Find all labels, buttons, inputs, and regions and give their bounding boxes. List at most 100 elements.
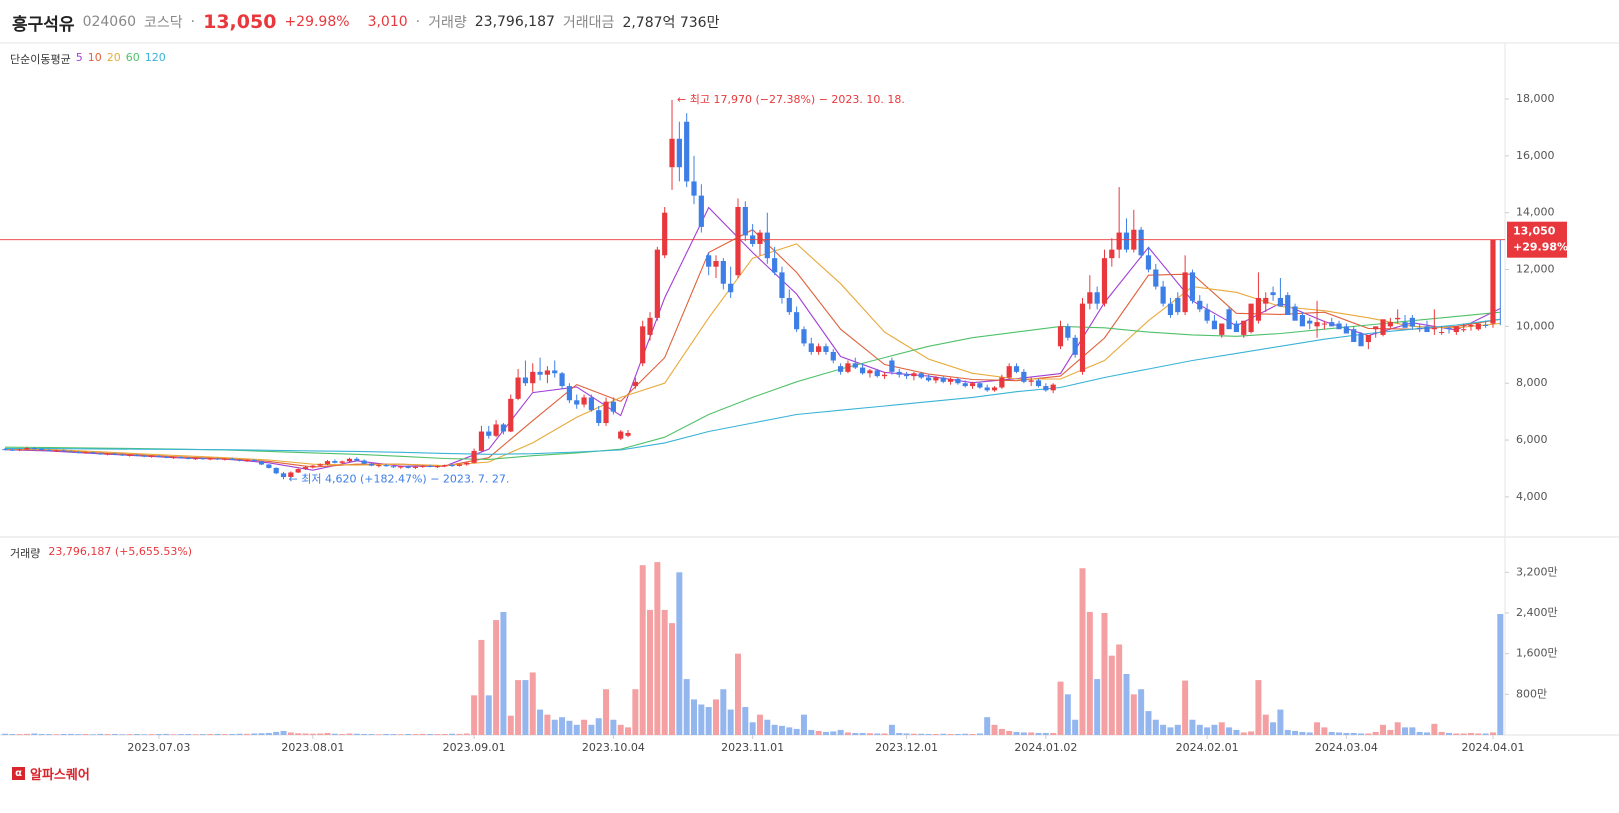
volume-bar bbox=[551, 719, 558, 735]
volume-bar bbox=[31, 733, 38, 735]
volume-bar bbox=[698, 704, 705, 735]
candle-body bbox=[1072, 337, 1078, 355]
candle-body bbox=[1321, 323, 1327, 325]
volume-bar bbox=[1482, 733, 1489, 735]
candle-body bbox=[596, 410, 602, 424]
candle-body bbox=[1050, 384, 1056, 391]
candle-body bbox=[991, 387, 998, 391]
candle-body bbox=[889, 360, 895, 372]
volume-bar bbox=[808, 729, 815, 735]
volume-y-tick-label: 800만 bbox=[1516, 687, 1547, 700]
volume-bar bbox=[771, 724, 778, 735]
volume-bar bbox=[148, 734, 155, 735]
volume-bar bbox=[412, 734, 419, 735]
volume-bar bbox=[141, 734, 148, 735]
volume-bar bbox=[126, 734, 133, 735]
y-tick-label: 10,000 bbox=[1516, 319, 1555, 332]
volume-bar bbox=[339, 733, 346, 735]
candle-body bbox=[1358, 333, 1364, 347]
candle-body bbox=[390, 466, 397, 468]
candle-body bbox=[9, 449, 15, 451]
volume-bar bbox=[742, 707, 749, 735]
volume-bar bbox=[969, 733, 976, 735]
volume-bar bbox=[346, 733, 353, 735]
candle-body bbox=[1189, 272, 1196, 301]
candle-body bbox=[61, 450, 67, 452]
volume-bar bbox=[53, 734, 60, 735]
volume-bar bbox=[456, 733, 463, 735]
volume-bar bbox=[1006, 730, 1013, 735]
volume-bar bbox=[669, 623, 676, 735]
candle-body bbox=[354, 458, 360, 461]
volume-bar bbox=[1402, 727, 1409, 735]
volume-bar bbox=[998, 728, 1005, 735]
volume-bar bbox=[1299, 731, 1306, 735]
change-pct: +29.98% bbox=[284, 14, 350, 30]
candle-body bbox=[1013, 366, 1020, 372]
candle-body bbox=[1043, 386, 1049, 391]
volume-bar bbox=[676, 572, 683, 735]
candle-body bbox=[1299, 315, 1305, 327]
volume-bar bbox=[38, 733, 45, 735]
volume-bar bbox=[1174, 724, 1181, 735]
candle-body bbox=[449, 465, 455, 467]
volume-bar bbox=[1233, 729, 1240, 735]
candle-body bbox=[97, 453, 103, 455]
volume-bar bbox=[683, 679, 690, 735]
volume-bar bbox=[133, 733, 140, 735]
volume-bar bbox=[1445, 732, 1452, 735]
candle-body bbox=[156, 455, 162, 457]
candle-body bbox=[544, 370, 551, 375]
candle-body bbox=[720, 261, 726, 284]
volume-bar bbox=[537, 709, 544, 735]
volume-bar bbox=[1079, 568, 1086, 735]
volume-bar bbox=[214, 733, 221, 735]
volume-bar bbox=[1116, 644, 1123, 735]
candle-body bbox=[427, 465, 433, 467]
y-tick-label: 6,000 bbox=[1516, 433, 1548, 446]
candle-body bbox=[17, 449, 23, 451]
volume-bar bbox=[353, 733, 360, 735]
volume-bar bbox=[1101, 612, 1108, 735]
candle-body bbox=[105, 453, 111, 455]
amount: 2,787억 736만 bbox=[622, 15, 720, 31]
candle-body bbox=[764, 232, 770, 259]
candle-body bbox=[1395, 317, 1401, 320]
volume-bar bbox=[1460, 733, 1467, 735]
ma-legend-entry: 120 bbox=[144, 51, 166, 64]
candle-body bbox=[1116, 232, 1122, 250]
candle-body bbox=[442, 465, 448, 467]
volume-bar bbox=[16, 734, 23, 735]
volume-bar bbox=[734, 653, 741, 735]
annotation: ← 최고 17,970 (−27.38%) − 2023. 10. 18. bbox=[677, 93, 905, 106]
candle-body bbox=[46, 450, 52, 452]
candle-body bbox=[1453, 326, 1459, 333]
volume-bar bbox=[1387, 729, 1394, 735]
volume-bar bbox=[712, 699, 719, 735]
volume-bar bbox=[947, 733, 954, 735]
volume-bar bbox=[610, 719, 617, 735]
volume-bar bbox=[434, 734, 441, 735]
candle-body bbox=[1035, 380, 1042, 387]
ma-legend-title: 단순이동평균 bbox=[10, 53, 71, 66]
volume-bar bbox=[331, 733, 338, 735]
volume-bar bbox=[97, 733, 104, 735]
volume-bar bbox=[265, 732, 272, 735]
volume-bar bbox=[800, 714, 807, 735]
volume-bar bbox=[199, 734, 206, 735]
candle-body bbox=[68, 451, 74, 453]
candle-body bbox=[676, 138, 682, 168]
volume-bar bbox=[273, 731, 280, 735]
stock-name: 흥구석유 bbox=[12, 14, 75, 35]
volume-bar bbox=[1358, 733, 1365, 735]
volume-bar bbox=[419, 733, 426, 735]
candle-body bbox=[493, 424, 499, 436]
candle-body bbox=[1197, 300, 1203, 310]
candle-body bbox=[83, 452, 89, 454]
candle-body bbox=[200, 458, 206, 460]
candle-body bbox=[90, 452, 96, 454]
volume-bar bbox=[170, 734, 177, 735]
candle-body bbox=[178, 457, 184, 459]
volume-bar bbox=[1365, 733, 1372, 735]
